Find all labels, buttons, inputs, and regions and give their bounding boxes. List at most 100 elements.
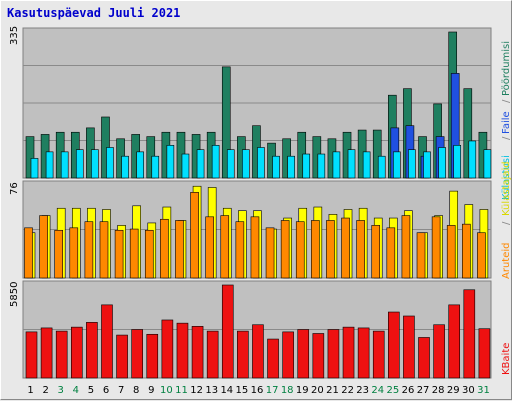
sites-bar-9: [144, 229, 154, 279]
sites-bar-1: [24, 227, 33, 279]
x-tick-label-19: 19: [296, 385, 309, 396]
x-tick-label-10: 10: [160, 385, 173, 396]
legend-visits: Külastajaid: [501, 161, 512, 216]
x-tick-label-20: 20: [311, 385, 324, 396]
pages-bar-8: [136, 151, 144, 179]
x-tick-label-9: 9: [148, 385, 154, 396]
pages-bar-14: [226, 149, 235, 179]
pages-bar-20: [317, 153, 326, 179]
pages-bar-5: [91, 149, 99, 179]
kbytes-bar-20: [312, 333, 325, 379]
pages-bar-1: [30, 158, 39, 179]
pages-bar-29: [453, 145, 462, 179]
kbytes-bar-3: [55, 330, 68, 379]
sites-bar-3: [54, 229, 63, 279]
kbytes-bar-24: [372, 330, 385, 379]
hits-bar-24: [372, 129, 382, 179]
sites-bar-5: [84, 221, 94, 279]
legend-sites: Aruteid: [501, 242, 512, 280]
sites-bar-16: [250, 216, 260, 279]
x-tick-label-24: 24: [371, 385, 384, 396]
pages-bar-23: [362, 151, 371, 179]
pages-bar-31: [483, 149, 492, 179]
sites-bar-8: [129, 228, 139, 279]
y-max-label-middle: 76: [9, 182, 20, 195]
pages-bar-2: [45, 151, 54, 179]
x-tick-label-26: 26: [402, 385, 415, 396]
kbytes-bar-29: [448, 304, 461, 379]
x-tick-label-16: 16: [251, 385, 264, 396]
kbytes-bar-10: [161, 319, 174, 379]
sites-bar-12: [190, 192, 199, 279]
kbytes-bar-30: [463, 289, 476, 379]
sites-bar-14: [220, 215, 230, 279]
x-tick-label-31: 31: [477, 385, 490, 396]
pages-bar-27: [423, 151, 431, 179]
kbytes-bar-5: [86, 322, 98, 379]
sites-bar-27: [416, 232, 426, 279]
pages-bar-21: [332, 151, 341, 179]
x-tick-label-1: 1: [27, 385, 33, 396]
pages-bar-18: [287, 155, 295, 179]
sites-bar-19: [295, 221, 305, 279]
x-tick-label-28: 28: [432, 385, 445, 396]
kbytes-bar-25: [388, 311, 400, 379]
kbytes-bar-9: [146, 333, 159, 379]
hits-bar-30: [463, 88, 473, 179]
pages-bar-7: [121, 155, 129, 179]
pages-bar-13: [211, 145, 220, 179]
pages-bar-9: [151, 155, 160, 179]
hits-bar-14: [221, 66, 231, 179]
x-tick-label-21: 21: [326, 385, 339, 396]
x-tick-label-13: 13: [205, 385, 218, 396]
x-tick-label-25: 25: [387, 385, 400, 396]
sites-bar-10: [160, 218, 169, 279]
sites-bar-20: [311, 220, 320, 279]
x-tick-label-5: 5: [88, 385, 94, 396]
legend-sep-1: /: [501, 99, 512, 103]
pages-bar-25: [393, 151, 401, 179]
sites-bar-24: [371, 225, 381, 279]
x-tick-label-3: 3: [58, 385, 64, 396]
kbytes-bar-2: [40, 327, 53, 379]
kbytes-bar-4: [70, 326, 83, 379]
pages-bar-28: [438, 147, 446, 179]
x-tick-label-7: 7: [118, 385, 124, 396]
kbytes-bar-11: [176, 322, 189, 379]
kbytes-bar-27: [418, 337, 430, 379]
sites-bar-11: [175, 220, 184, 279]
chart-title: Kasutuspäevad Juuli 2021: [7, 6, 181, 20]
y-max-label-top: 335: [9, 25, 20, 45]
kbytes-bar-7: [116, 334, 128, 379]
sites-bar-6: [99, 221, 109, 279]
pages-bar-30: [468, 140, 477, 179]
sites-bar-22: [341, 217, 350, 279]
legend-kbytes: KBaite: [501, 342, 512, 375]
sites-bar-13: [205, 216, 214, 279]
kbytes-bar-15: [237, 330, 249, 379]
x-tick-label-18: 18: [281, 385, 294, 396]
x-tick-label-2: 2: [42, 385, 48, 396]
sites-bar-17: [265, 227, 275, 279]
x-tick-label-15: 15: [236, 385, 249, 396]
x-tick-label-6: 6: [103, 385, 109, 396]
sites-bar-23: [356, 220, 365, 279]
pages-bar-4: [75, 149, 84, 179]
sites-bar-25: [386, 227, 396, 279]
kbytes-bar-31: [478, 328, 491, 379]
sites-bar-2: [39, 215, 48, 279]
pages-bar-10: [166, 145, 175, 179]
kbytes-bar-12: [191, 326, 204, 379]
sites-bar-4: [69, 227, 79, 279]
pages-bar-17: [272, 155, 280, 179]
pages-bar-3: [60, 151, 69, 179]
pages-bar-12: [196, 149, 205, 179]
x-tick-label-29: 29: [447, 385, 460, 396]
x-tick-label-12: 12: [190, 385, 203, 396]
kbytes-bar-1: [25, 331, 38, 379]
pages-bar-22: [347, 149, 356, 179]
sites-bar-7: [114, 229, 124, 279]
pages-bar-26: [408, 149, 416, 179]
